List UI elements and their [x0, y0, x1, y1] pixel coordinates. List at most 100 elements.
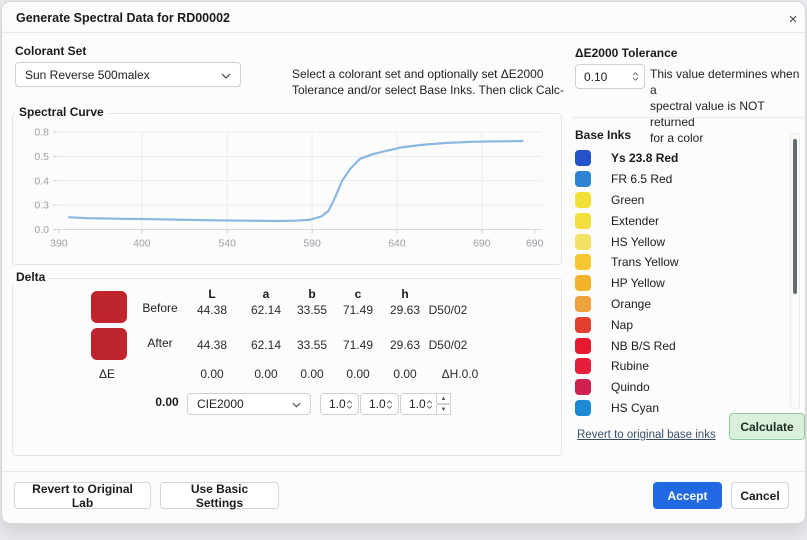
base-ink-item[interactable]: HS Yellow [575, 231, 775, 252]
delta-legend: Delta [12, 270, 50, 284]
ink-color-swatch [575, 295, 591, 312]
base-ink-item[interactable]: Rubine [575, 356, 775, 377]
delta-h-value: ΔH.0.0 [441, 367, 479, 381]
after-h-value: 29.63 [389, 338, 421, 352]
delta-e-b: 0.00 [300, 367, 324, 381]
tolerance-spinner[interactable]: 0.10 [575, 64, 645, 89]
spinner-arrows-icon[interactable] [632, 72, 639, 81]
instructions-text: Select a colorant set and optionally set… [292, 67, 564, 97]
revert-base-inks-link[interactable]: Revert to original base inks [577, 429, 716, 441]
delta-formula-value: CIE2000 [197, 397, 244, 411]
before-a-value: 62.14 [250, 303, 282, 317]
calculate-button[interactable]: Calculate [729, 413, 805, 440]
delta-e-L: 0.00 [200, 367, 224, 381]
generate-spectral-data-dialog: Generate Spectral Data for RD00002 × Col… [1, 1, 806, 524]
title-divider [2, 32, 805, 33]
base-ink-item[interactable]: Trans Yellow [575, 252, 775, 273]
revert-original-lab-button[interactable]: Revert to Original Lab [14, 482, 151, 510]
ink-color-swatch [575, 337, 591, 354]
step-up-button[interactable]: ▲ [436, 393, 451, 404]
after-L-value: 44.38 [196, 338, 228, 352]
ink-color-swatch [575, 150, 591, 167]
delta-e-total: 0.00 [155, 395, 179, 409]
base-ink-item[interactable]: Ys 23.8 Red [575, 148, 775, 169]
base-ink-item[interactable]: NB B/S Red [575, 335, 775, 356]
base-ink-item[interactable]: Extender [575, 210, 775, 231]
ink-color-swatch [575, 358, 591, 375]
weight-l-spinner[interactable]: 1.0 [320, 393, 359, 415]
column-header-b: b [308, 287, 316, 301]
ink-color-swatch [575, 233, 591, 250]
before-L-value: 44.38 [196, 303, 228, 317]
step-down-button[interactable]: ▼ [436, 404, 451, 415]
base-ink-item[interactable]: Quindo [575, 377, 775, 398]
ink-label: Trans Yellow [611, 255, 679, 270]
after-color-swatch [91, 328, 127, 360]
base-ink-item[interactable]: Orange [575, 294, 775, 315]
delta-weight-stepper[interactable]: ▲ ▼ [436, 393, 451, 415]
accept-button[interactable]: Accept [653, 482, 722, 509]
spinner-arrows-icon[interactable] [346, 399, 353, 409]
spectral-curve-group [12, 113, 562, 265]
column-header-a: a [262, 287, 270, 301]
column-header-h: h [401, 287, 409, 301]
dialog-title: Generate Spectral Data for RD00002 [16, 11, 230, 25]
after-c-value: 71.49 [342, 338, 374, 352]
before-illuminant: D50/02 [428, 303, 468, 317]
right-panel-divider [572, 117, 806, 118]
base-inks-list: Ys 23.8 Red FR 6.5 Red Green Extender HS Yel… [575, 148, 775, 418]
weight-c-spinner[interactable]: 1.0 [360, 393, 399, 415]
base-inks-scrollbar[interactable] [790, 133, 800, 409]
delta-e-c: 0.00 [346, 367, 370, 381]
ink-label: HS Yellow [611, 234, 666, 249]
delta-e-h: 0.00 [393, 367, 417, 381]
before-h-value: 29.63 [389, 303, 421, 317]
base-ink-item[interactable]: HS Cyan [575, 398, 775, 419]
weight-h-spinner[interactable]: 1.0 [400, 393, 439, 415]
before-color-swatch [91, 291, 127, 323]
scrollbar-thumb[interactable] [793, 139, 797, 294]
spinner-arrows-icon[interactable] [386, 399, 393, 409]
ink-color-swatch [575, 191, 591, 208]
delta-group [12, 278, 562, 456]
ink-label: NB B/S Red [611, 338, 676, 353]
tolerance-value: 0.10 [584, 69, 608, 84]
chevron-down-icon [221, 68, 231, 82]
ink-label: Nap [611, 317, 634, 332]
svg-text:540: 540 [218, 238, 236, 250]
before-b-value: 33.55 [296, 303, 328, 317]
ink-color-swatch [575, 316, 591, 333]
svg-text:0.3: 0.3 [34, 200, 49, 212]
ink-label: HS Cyan [611, 400, 660, 415]
svg-text:590: 590 [303, 238, 321, 250]
delta-formula-select[interactable]: CIE2000 [187, 393, 311, 415]
colorant-set-label: Colorant Set [15, 44, 87, 58]
weight-c-value: 1.0 [369, 397, 386, 411]
ink-color-swatch [575, 275, 591, 292]
ink-label: Quindo [611, 380, 650, 395]
svg-text:0.0: 0.0 [34, 224, 49, 236]
ink-label: Ys 23.8 Red [611, 151, 679, 166]
ink-color-swatch [575, 171, 591, 188]
spinner-arrows-icon[interactable] [426, 399, 433, 409]
base-ink-item[interactable]: HP Yellow [575, 273, 775, 294]
close-icon[interactable]: × [788, 10, 798, 28]
tolerance-heading: ΔE2000 Tolerance [575, 46, 678, 60]
svg-text:0.8: 0.8 [34, 127, 49, 139]
ink-label: Green [611, 192, 645, 207]
base-ink-item[interactable]: FR 6.5 Red [575, 169, 775, 190]
ink-color-swatch [575, 379, 591, 396]
use-basic-settings-button[interactable]: Use Basic Settings [160, 482, 279, 510]
ink-label: HP Yellow [611, 276, 665, 291]
column-header-L: L [208, 287, 216, 301]
cancel-button[interactable]: Cancel [731, 482, 789, 509]
ink-label: Extender [611, 213, 660, 228]
base-inks-heading: Base Inks [575, 128, 632, 142]
footer-divider [2, 471, 805, 472]
colorant-set-select[interactable]: Sun Reverse 500malex [15, 62, 241, 87]
spectral-curve-chart: 0.0 0.3 0.4 0.5 0.8 390 400 540 590 640 690 690 [34, 127, 543, 250]
base-ink-item[interactable]: Green [575, 190, 775, 211]
base-ink-item[interactable]: Nap [575, 314, 775, 335]
tolerance-description: This value determines when a spectral va… [650, 67, 800, 145]
